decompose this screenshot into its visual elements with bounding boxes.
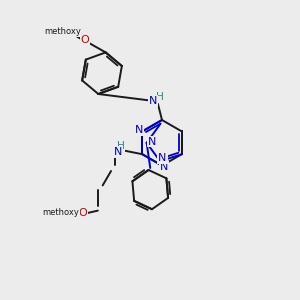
Text: methoxy: methoxy (42, 208, 79, 217)
Text: H: H (117, 141, 124, 151)
Text: N: N (160, 162, 169, 172)
Text: N: N (149, 96, 157, 106)
Text: N: N (135, 125, 144, 135)
Text: N: N (158, 153, 166, 163)
Text: methoxy: methoxy (44, 27, 81, 36)
Text: N: N (114, 147, 122, 157)
Text: O: O (78, 208, 87, 218)
Text: N: N (148, 136, 156, 147)
Text: O: O (81, 35, 90, 45)
Text: H: H (156, 92, 164, 102)
